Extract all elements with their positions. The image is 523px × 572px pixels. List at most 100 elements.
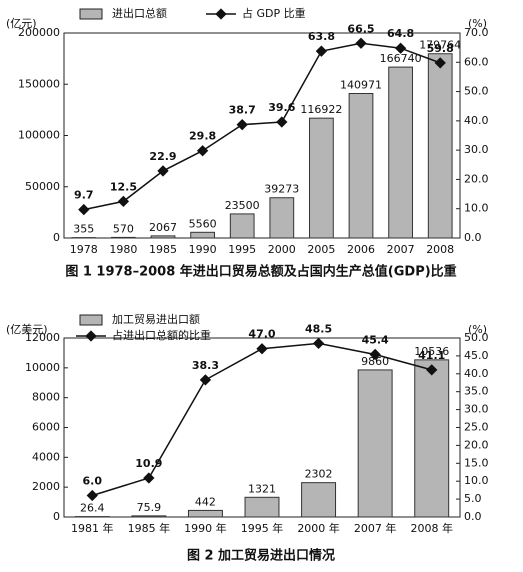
line [83, 42, 441, 211]
x-tick-label: 2008 年 [410, 521, 453, 535]
bar-value-label: 570 [113, 222, 134, 235]
line-point [256, 343, 268, 355]
legend-swatch [79, 314, 103, 326]
line-value-label: 64.8 [387, 27, 414, 40]
bar-value-label: 116922 [300, 103, 342, 116]
line-point [86, 489, 98, 502]
y-axis-label: (亿美元) [6, 323, 48, 336]
y2-tick-label: 20.0 [464, 172, 489, 185]
bar-value-label: 39273 [264, 183, 299, 196]
x-tick-label: 1978 [70, 243, 98, 256]
bar-value-label: 355 [73, 223, 94, 236]
line-point [369, 348, 381, 361]
x-tick-label: 2000 [268, 243, 296, 256]
line-value-label: 10.9 [135, 457, 162, 470]
bar-value-label: 2302 [305, 468, 333, 481]
y2-tick-label: 30.0 [464, 143, 489, 156]
y-tick-label: 6000 [32, 421, 60, 434]
y2-axis-label: (%) [468, 323, 487, 336]
bar-value-label: 166740 [380, 52, 422, 65]
line-value-label: 59.8 [427, 42, 454, 55]
bar [244, 496, 280, 518]
y-tick-label: 12000 [25, 331, 60, 344]
x-tick-label: 1985 年 [128, 521, 171, 535]
y-tick-label: 8000 [32, 391, 60, 404]
bar-value-label: 1321 [248, 482, 276, 495]
y2-tick-label: 0.0 [464, 231, 482, 244]
y-tick-label: 100000 [18, 129, 60, 142]
y2-tick-label: 5.0 [464, 492, 482, 505]
line-point [143, 472, 155, 484]
y2-tick-label: 40.0 [464, 367, 489, 380]
line-value-label: 63.8 [308, 30, 335, 43]
line-point [157, 165, 169, 177]
y2-tick-label: 50.0 [464, 85, 489, 98]
x-tick-label: 1980 [109, 243, 137, 256]
line-point [355, 37, 367, 49]
x-tick-label: 1995 [228, 243, 256, 256]
bar-value-label: 179764 [419, 39, 461, 52]
line-value-label: 38.3 [192, 359, 219, 372]
line-point [196, 145, 209, 157]
line-value-label: 39.6 [268, 101, 295, 114]
line-point [394, 42, 407, 54]
bar-value-label: 23500 [225, 199, 260, 212]
y-tick-label: 10000 [25, 361, 60, 374]
x-tick-label: 2000 年 [297, 521, 340, 535]
bar [131, 515, 167, 518]
bar [414, 359, 450, 518]
y2-tick-label: 15.0 [464, 456, 489, 469]
line-point [312, 337, 325, 350]
x-tick-label: 2006 [347, 243, 375, 256]
x-tick-label: 2005 [307, 243, 335, 256]
line-value-label: 47.0 [248, 328, 275, 341]
x-tick-label: 2007 [387, 243, 415, 256]
line-value-label: 29.8 [189, 130, 216, 143]
bar [111, 236, 136, 239]
line-point [276, 116, 288, 128]
y-tick-label: 0 [53, 510, 60, 523]
x-tick-label: 1990 [189, 243, 217, 256]
bar-value-label: 26.4 [80, 502, 105, 515]
bar [187, 509, 223, 518]
bar-value-label: 2067 [149, 221, 177, 234]
bar [427, 53, 453, 239]
legend-label: 加工贸易进出口额 [112, 312, 200, 326]
x-tick-label: 2007 年 [354, 521, 397, 535]
y2-tick-label: 0.0 [464, 510, 482, 523]
bar [301, 482, 337, 518]
line-value-label: 6.0 [83, 475, 103, 488]
line-value-label: 12.5 [110, 180, 137, 193]
bar [150, 235, 176, 239]
line-point [199, 374, 212, 386]
line-value-label: 9.7 [74, 189, 94, 202]
y2-tick-label: 50.0 [464, 331, 489, 344]
line-point [236, 119, 248, 131]
y-axis-label: (亿元) [6, 17, 37, 30]
y-tick-label: 200000 [18, 26, 60, 39]
legend-label: 占 GDP 比重 [242, 6, 306, 20]
y2-tick-label: 60.0 [464, 55, 489, 68]
bar [309, 117, 334, 239]
bar [388, 66, 413, 239]
x-tick-label: 1981 年 [71, 521, 114, 535]
y2-tick-label: 10.0 [464, 474, 489, 487]
chart-title: 图 2 加工贸易进出口情况 [187, 548, 335, 564]
legend-swatch [79, 8, 103, 20]
y2-tick-label: 20.0 [464, 438, 489, 451]
line-value-label: 45.4 [362, 333, 389, 346]
y-tick-label: 50000 [25, 180, 60, 193]
y2-tick-label: 70.0 [464, 26, 489, 39]
bar-value-label: 75.9 [137, 501, 162, 514]
line-value-label: 48.5 [305, 322, 332, 335]
bar-value-label: 140971 [340, 79, 382, 92]
y2-tick-label: 35.0 [464, 385, 489, 398]
bar-value-label: 10536 [414, 345, 449, 358]
y2-tick-label: 25.0 [464, 421, 489, 434]
y2-tick-label: 45.0 [464, 349, 489, 362]
line-value-label: 38.7 [229, 104, 256, 117]
x-tick-label: 1990 年 [184, 521, 227, 535]
bar-value-label: 5560 [189, 217, 217, 230]
y-tick-label: 0 [53, 231, 60, 244]
y-tick-label: 4000 [32, 450, 60, 463]
